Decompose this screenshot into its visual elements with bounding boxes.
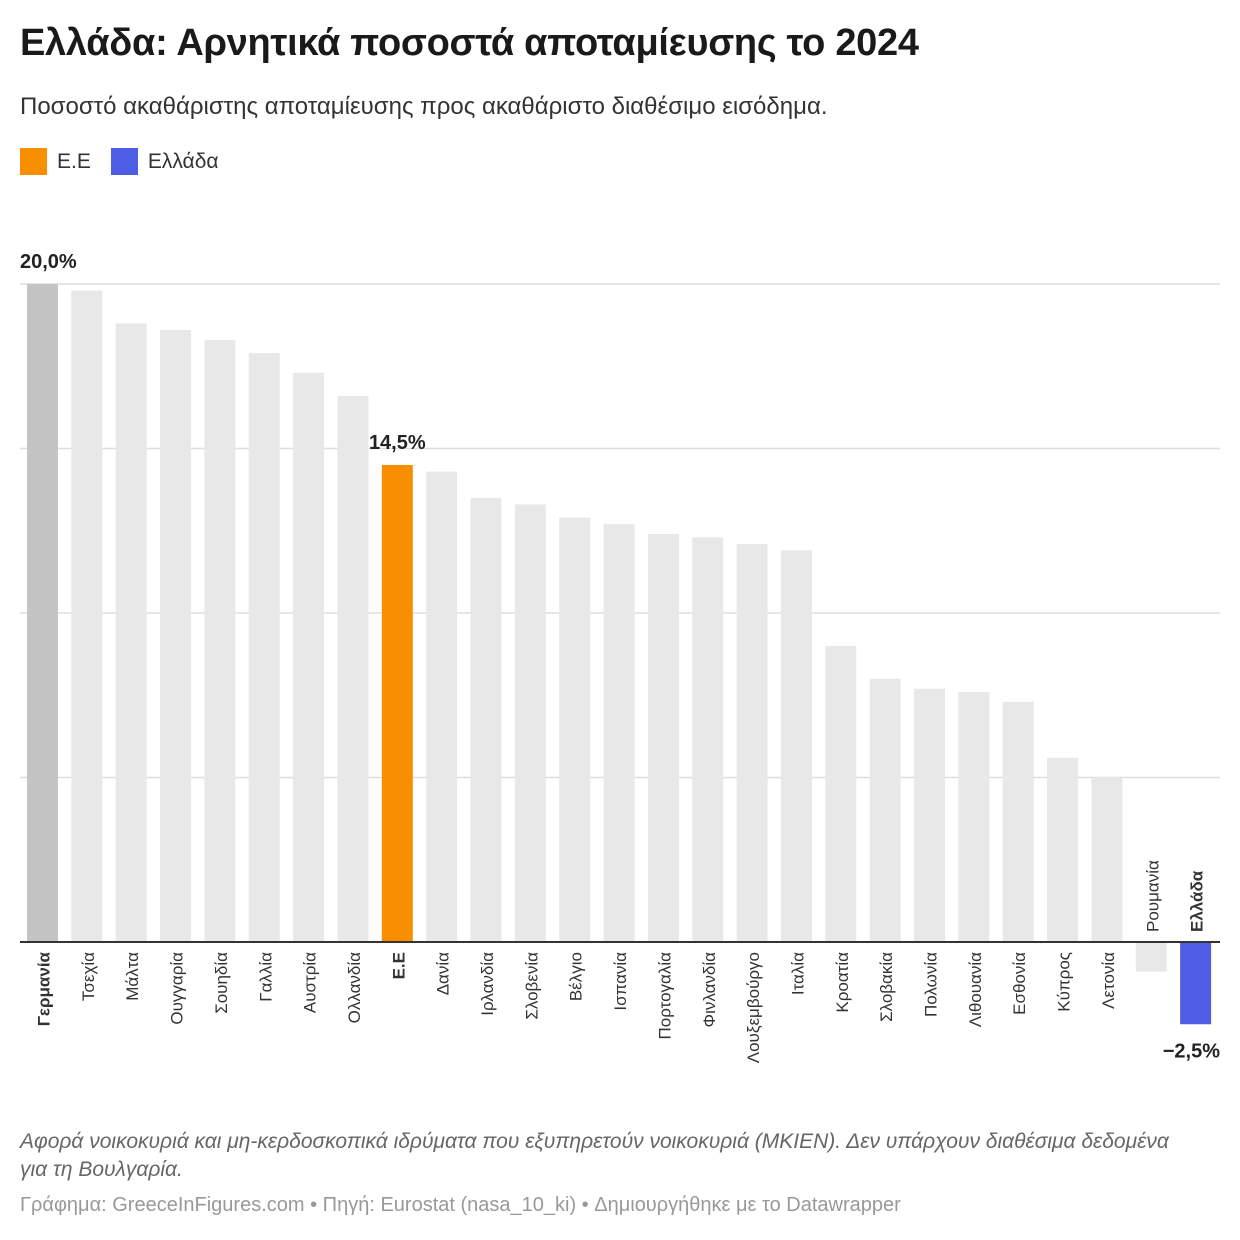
bar-Λιθουανία: [958, 691, 990, 942]
chart-subtitle: Ποσοστό ακαθάριστης αποταμίευσης προς ακ…: [20, 93, 828, 120]
bar-Ουγγαρία: [160, 330, 192, 942]
legend-swatch-greece: [110, 148, 138, 175]
bar-chart: Γερμανία Τσεχία Μάλτα Ουγγαρία Σουηδία Γαλλία…: [20, 251, 1220, 1063]
category-label-Γερμανία: Γερμανία: [35, 951, 54, 1026]
bar-Ρουμανία: [1135, 942, 1167, 972]
legend-label-greece: Ελλάδα: [147, 149, 219, 173]
legend: Ε.Ε Ελλάδα: [20, 148, 239, 175]
category-label-Βέλγιο: Βέλγιο: [567, 952, 586, 1001]
category-label-Μάλτα: Μάλτα: [123, 952, 142, 1001]
bar-Αυστρία: [293, 372, 325, 943]
bar-Γερμανία: [27, 284, 58, 942]
source-credit: Γράφημα: GreeceInFigures.com • Πηγή: Eur…: [20, 1194, 901, 1216]
value-label-Ε-Ε: 14,5%: [369, 432, 426, 454]
category-label-Δανία: Δανία: [434, 952, 453, 995]
bar-Ιρλανδία: [470, 497, 502, 942]
category-label-Πορτογαλία: Πορτογαλία: [655, 952, 674, 1040]
bar-Ισπανία: [603, 524, 635, 942]
category-label-Σλοβακία: Σλοβακία: [877, 952, 896, 1022]
category-label-Λετονία: Λετονία: [1099, 952, 1118, 1009]
category-label-Φινλανδία: Φινλανδία: [700, 952, 719, 1028]
category-label-Ρουμανία: Ρουμανία: [1143, 860, 1162, 932]
category-label-Ουγγαρία: Ουγγαρία: [168, 952, 187, 1025]
category-label-Σουηδία: Σουηδία: [212, 952, 231, 1014]
bar-Δανία: [426, 471, 458, 942]
bar-Σλοβακία: [869, 678, 901, 942]
category-label-Κροατία: Κροατία: [833, 952, 852, 1013]
bar-Ε-Ε: [381, 464, 413, 942]
bar-Σλοβενία: [514, 504, 546, 942]
category-label-Ισπανία: Ισπανία: [611, 952, 630, 1011]
category-label-Ολλανδία: Ολλανδία: [345, 952, 364, 1024]
bar-Λετονία: [1091, 777, 1123, 942]
chart-title: Ελλάδα: Αρνητικά ποσοστά αποταμίευσης το…: [20, 22, 919, 64]
bar-Φινλανδία: [692, 537, 724, 942]
category-label-Ε-Ε: Ε.Ε: [389, 952, 408, 979]
category-label-Πολωνία: Πολωνία: [922, 952, 941, 1017]
category-label-Ιρλανδία: Ιρλανδία: [478, 952, 497, 1016]
bar-Γαλλία: [248, 353, 280, 943]
legend-item-greece: Ελλάδα: [110, 148, 219, 175]
category-label-Σλοβενία: Σλοβενία: [522, 952, 541, 1020]
bar-Κύπρος: [1047, 757, 1079, 942]
legend-item-eu: Ε.Ε: [20, 148, 91, 175]
bar-Εσθονία: [1002, 701, 1034, 942]
legend-swatch-eu: [20, 148, 47, 175]
bar-Βέλγιο: [559, 517, 591, 942]
bar-Ιταλία: [780, 550, 812, 942]
bar-Κροατία: [825, 645, 857, 942]
category-label-Λουξεμβούργο: Λουξεμβούργο: [744, 952, 763, 1063]
bar-Ελλάδα: [1180, 942, 1212, 1025]
category-label-Γαλλία: Γαλλία: [256, 952, 275, 1002]
category-label-Αυστρία: Αυστρία: [301, 952, 320, 1013]
footnote: Αφορά νοικοκυριά και μη-κερδοσκοπικά ιδρ…: [20, 1130, 1169, 1181]
category-label-Ιταλία: Ιταλία: [788, 952, 807, 995]
bar-Πορτογαλία: [647, 534, 679, 942]
bar-Πολωνία: [914, 688, 945, 942]
legend-label-eu: Ε.Ε: [57, 149, 91, 173]
value-label-Ελλάδα: −2,5%: [1163, 1040, 1220, 1062]
bar-Ολλανδία: [337, 395, 369, 942]
category-label-Τσεχία: Τσεχία: [79, 952, 98, 1001]
bar-Τσεχία: [71, 290, 103, 943]
bar-Μάλτα: [115, 323, 147, 943]
category-label-Λιθουανία: Λιθουανία: [966, 952, 985, 1027]
bar-Σουηδία: [204, 339, 236, 942]
value-label-Γερμανία: 20,0%: [20, 251, 77, 273]
bar-Λουξεμβούργο: [736, 543, 768, 942]
category-label-Ελλάδα: Ελλάδα: [1188, 870, 1207, 932]
category-label-Εσθονία: Εσθονία: [1010, 952, 1029, 1015]
category-label-Κύπρος: Κύπρος: [1055, 952, 1074, 1012]
